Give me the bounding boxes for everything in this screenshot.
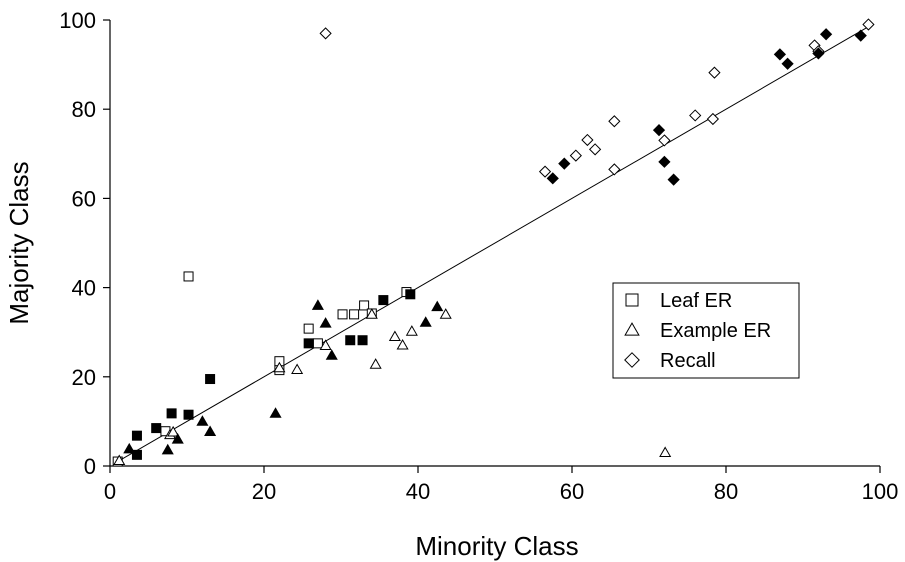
legend-marker-leaf-er [625,293,639,307]
point-example-er-filled [325,349,338,360]
point-example-er-open [291,363,304,375]
point-example-er-open [659,446,672,458]
y-tick-label: 20 [72,365,96,390]
point-example-er-open [388,330,401,342]
x-tick-label: 20 [252,479,276,504]
point-example-er-open [439,308,452,319]
x-tick-label: 80 [714,479,738,504]
x-axis-title: Minority Class [415,531,578,561]
series-recall [319,18,875,186]
x-tick-label: 100 [862,479,899,504]
y-tick-label: 40 [72,276,96,301]
point-leaf-er-open [312,338,323,349]
y-tick-label: 60 [72,186,96,211]
x-tick-label: 60 [560,479,584,504]
point-leaf-er-filled [131,430,142,441]
point-example-er-filled [196,415,209,426]
point-example-er-open [113,454,126,466]
point-example-er-filled [431,300,444,312]
point-recall-open [658,134,671,147]
reference-line-group [117,24,873,462]
legend-marker-recall [624,352,640,368]
tick-marks [103,19,881,473]
point-example-er-open [365,308,378,319]
point-example-er-filled [319,317,332,328]
y-tick-label: 100 [59,8,96,33]
point-recall-open [569,149,582,162]
y-tick-label: 0 [84,454,96,479]
point-leaf-er-filled [183,409,194,420]
legend-label-recall: Recall [660,350,716,372]
point-leaf-er-filled [151,423,162,434]
point-example-er-open [167,425,180,437]
y-axis-title: Majority Class [4,161,34,324]
legend-label-example-er: Example ER [660,320,771,342]
point-leaf-er-open [349,309,360,320]
legend-marker-example-er [624,322,640,336]
point-example-er-filled [171,433,184,444]
point-leaf-er-filled [357,335,368,346]
point-recall-filled [781,57,794,70]
point-leaf-er-filled [378,295,389,306]
point-leaf-er-open [303,323,314,334]
axes [109,20,880,467]
point-recall-filled [658,155,671,168]
point-example-er-open [405,325,418,336]
point-recall-open [588,143,602,156]
point-leaf-er-filled [166,408,177,419]
data-points [112,18,875,467]
point-recall-filled [819,28,833,41]
point-leaf-er-open [183,271,194,282]
point-recall-filled [546,172,559,185]
point-leaf-er-filled [405,289,416,300]
reference-line [117,24,873,462]
legend: Leaf ER Example ER Recall [612,282,800,379]
point-example-er-open [319,339,332,350]
point-leaf-er-filled [303,338,314,349]
point-example-er-open [273,361,286,373]
point-recall-open [538,165,552,178]
point-recall-open [608,115,621,128]
point-recall-open [706,112,720,126]
point-recall-open [608,163,621,176]
point-example-er-filled [269,407,282,418]
point-recall-filled [558,157,571,170]
point-recall-open [689,109,702,122]
tick-labels: 0 20 40 60 80 100 0 20 40 60 80 100 [59,8,898,504]
point-example-er-open [396,338,409,350]
point-leaf-er-filled [205,374,216,385]
x-tick-label: 40 [406,479,430,504]
point-leaf-er-open [337,309,348,320]
point-example-er-open [369,358,382,369]
point-recall-open [708,66,721,79]
point-recall-filled [854,29,867,42]
series-example-er [113,299,672,466]
legend-box [612,282,800,379]
point-example-er-filled [204,425,217,437]
point-example-er-filled [123,442,136,454]
point-leaf-er-filled [345,335,356,346]
point-recall-filled [667,173,680,186]
point-leaf-er-open [359,300,370,311]
point-example-er-filled [161,443,174,455]
legend-label-leaf-er: Leaf ER [660,290,732,312]
point-recall-filled [773,48,787,61]
point-recall-filled [812,47,825,60]
point-recall-open [862,18,875,31]
point-recall-filled [652,124,666,137]
x-tick-label: 0 [104,479,116,504]
point-example-er-filled [311,299,324,310]
point-recall-open [319,27,332,40]
point-leaf-er-filled [131,449,142,460]
point-recall-open [581,133,594,147]
point-example-er-filled [419,316,432,327]
y-tick-label: 80 [72,97,96,122]
